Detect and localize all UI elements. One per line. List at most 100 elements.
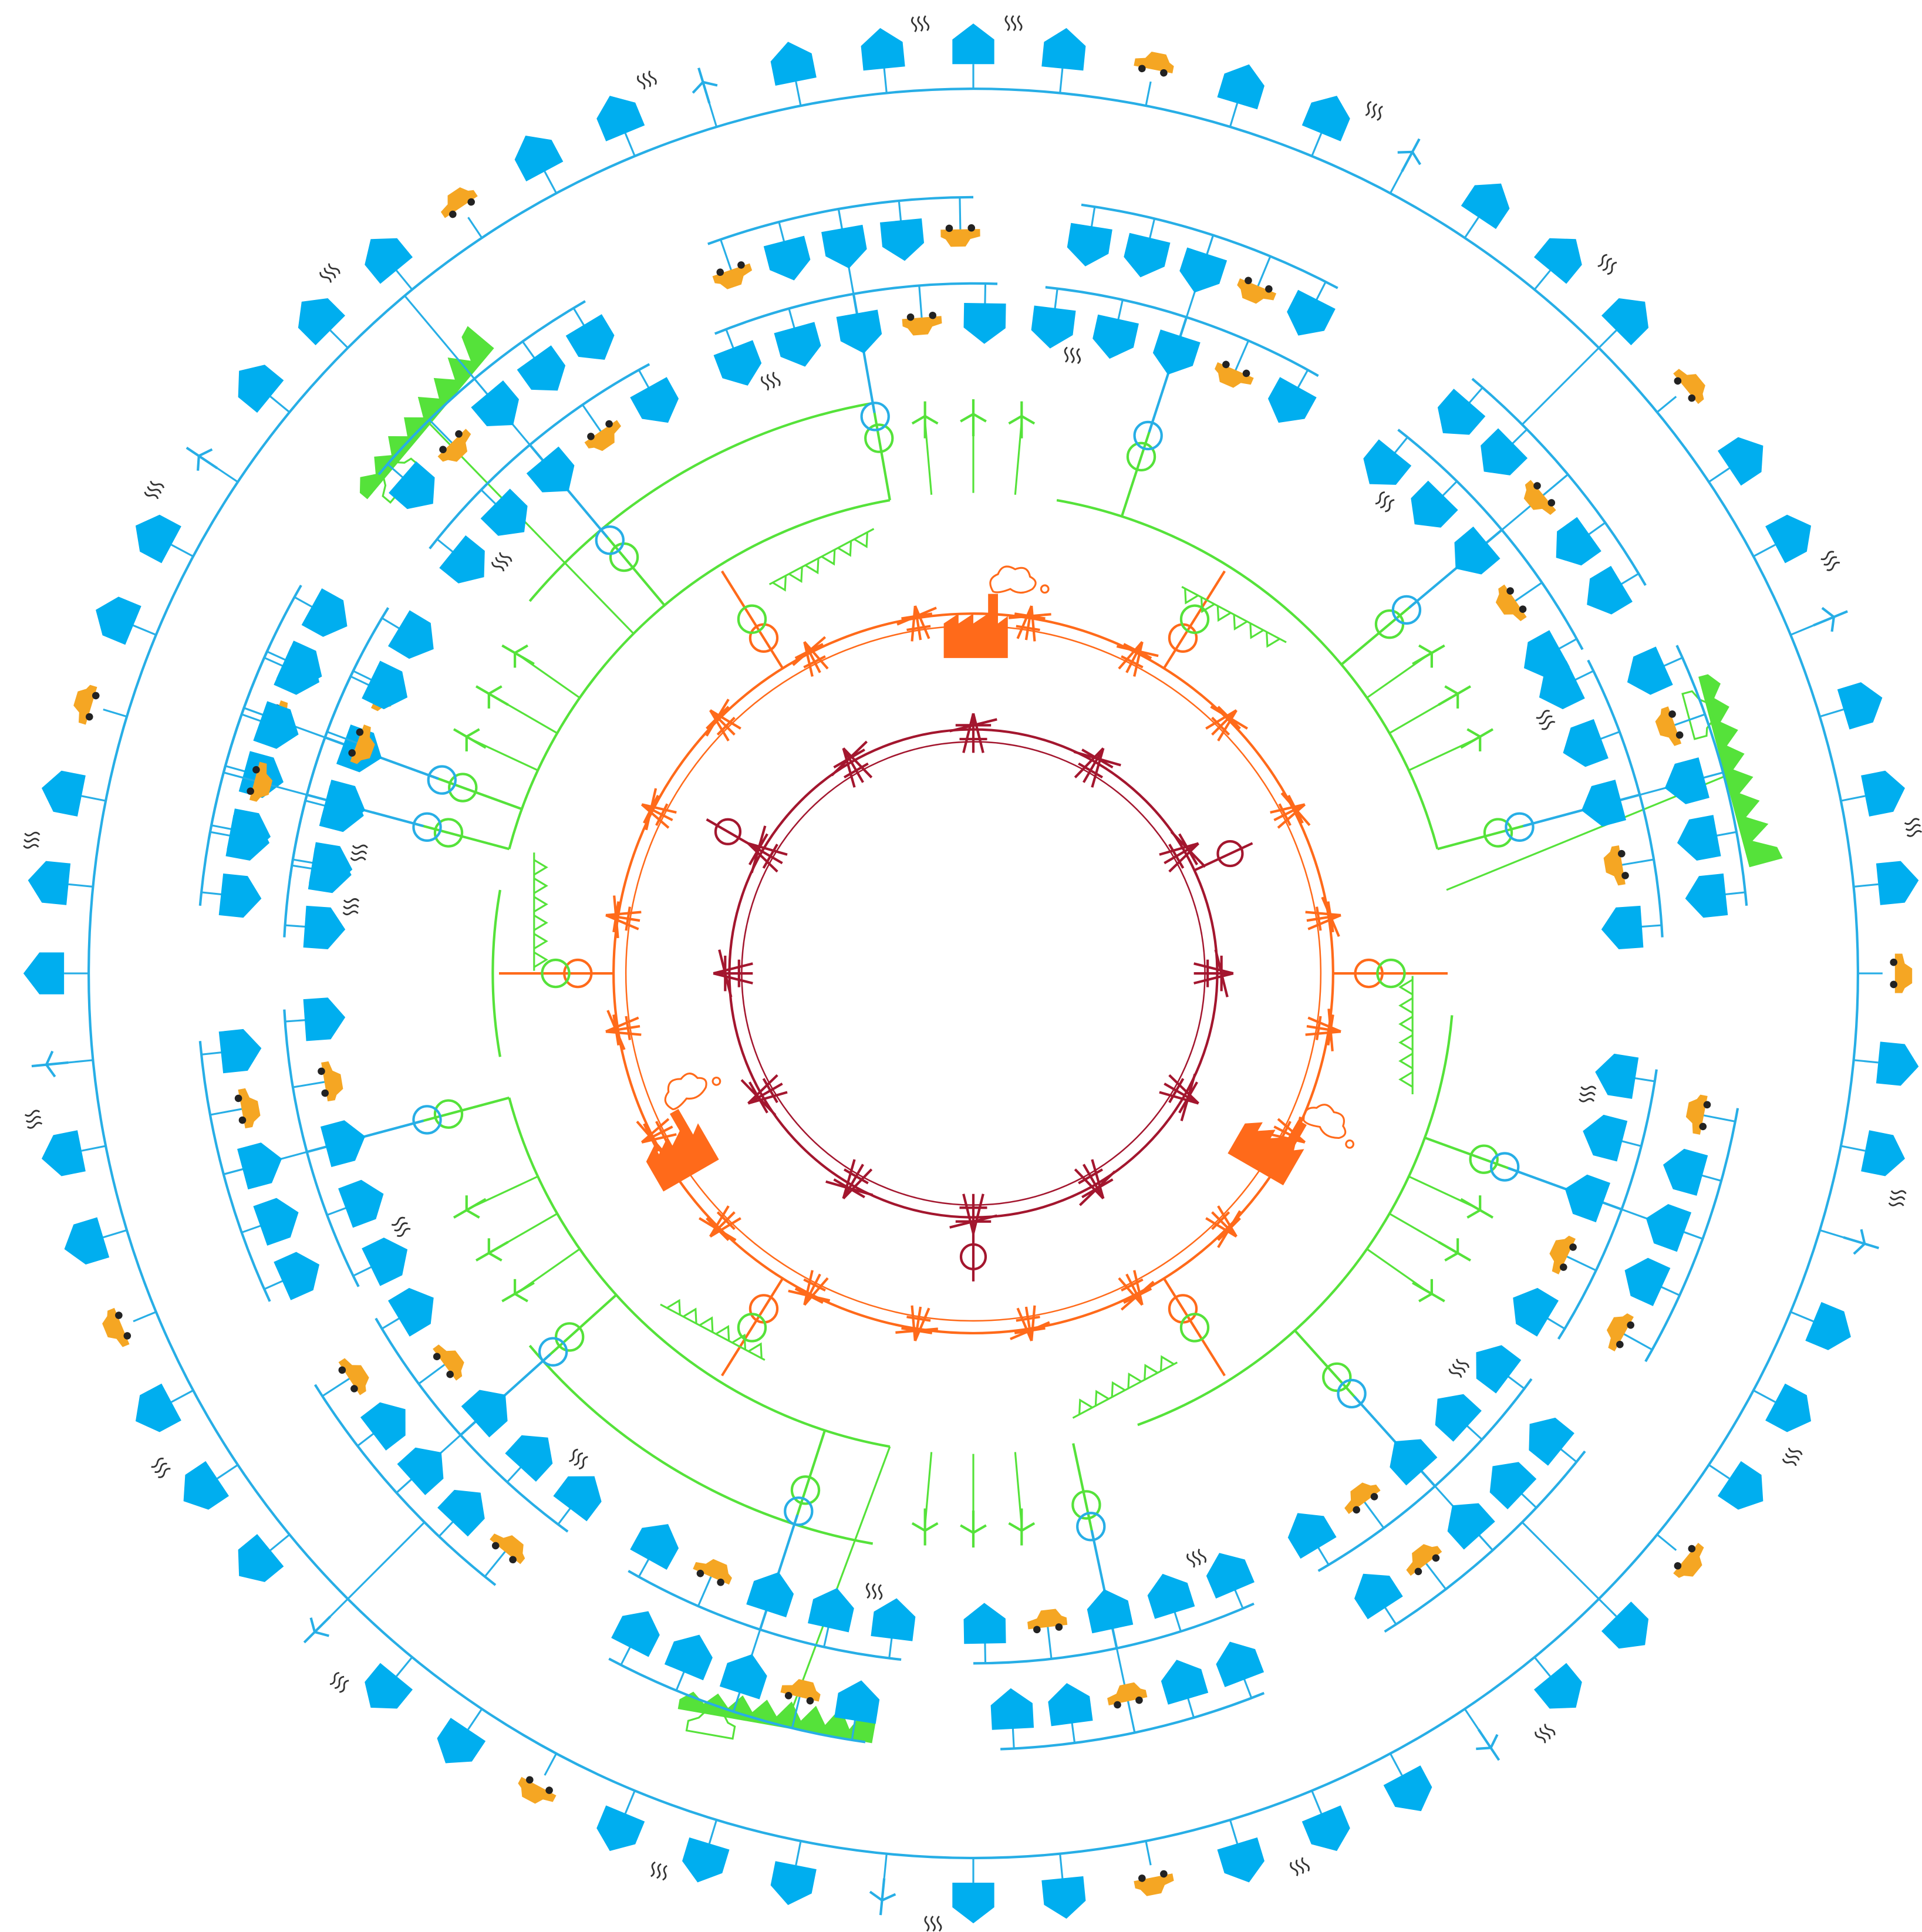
solar-cell <box>533 896 548 913</box>
house <box>1583 1114 1628 1162</box>
pylon-strut <box>713 962 753 975</box>
factory-smoke-puff <box>1345 1139 1355 1149</box>
pylon <box>792 636 829 677</box>
house <box>437 1718 486 1764</box>
solar-cell <box>666 1299 681 1315</box>
pylon-strut <box>705 699 730 737</box>
pylon-strut <box>709 1217 741 1238</box>
heat-wave <box>1290 1862 1299 1876</box>
pylon-strut <box>1273 803 1306 821</box>
pylon-strut <box>709 709 730 741</box>
house-stem <box>1059 1853 1064 1879</box>
house <box>713 340 762 386</box>
turbine-blade <box>1456 693 1459 709</box>
turbine-tower <box>881 1878 886 1901</box>
house-stem <box>1708 1464 1730 1479</box>
car-wheel <box>967 224 976 232</box>
turbine-blade <box>692 81 704 94</box>
turbine-blade <box>1479 1209 1494 1219</box>
car-body <box>350 724 375 764</box>
house <box>1837 682 1883 730</box>
lv-link <box>1521 1521 1600 1600</box>
car-wheel <box>455 430 463 438</box>
heat-wave <box>1017 15 1023 31</box>
turbine-blade <box>879 1900 884 1916</box>
house <box>135 1383 181 1432</box>
pylon <box>1159 1073 1199 1121</box>
house-stem <box>133 1311 157 1323</box>
solar-farm <box>1681 674 1783 868</box>
house <box>1354 1573 1403 1620</box>
electric-car <box>1549 1235 1577 1274</box>
car-wheel <box>1222 360 1230 369</box>
house <box>1601 1601 1649 1649</box>
house <box>1564 1174 1611 1223</box>
transformer-coil <box>427 765 457 795</box>
house-stem <box>429 419 456 447</box>
heat-wave <box>151 1458 164 1468</box>
heat-wave <box>1198 1549 1207 1563</box>
house <box>1301 1805 1350 1852</box>
wind-turbine <box>692 68 718 104</box>
turbine-tower <box>1477 1728 1492 1749</box>
mv-link <box>721 570 784 669</box>
pylon <box>740 1074 788 1116</box>
pylon-strut <box>972 1193 984 1234</box>
house-stem <box>1656 1533 1677 1551</box>
house <box>218 1029 262 1074</box>
car-wheel <box>1138 1874 1146 1882</box>
solar-farm <box>677 1691 878 1744</box>
pylon-strut <box>1193 962 1234 975</box>
car-wheel <box>350 1385 358 1392</box>
solar-cell <box>772 575 787 592</box>
heat-pump <box>144 480 165 500</box>
mv-link <box>1162 570 1226 669</box>
heat-wave <box>578 1456 588 1470</box>
house-stem <box>883 68 888 93</box>
house <box>1447 1503 1495 1550</box>
electric-car <box>1027 1609 1068 1634</box>
pylon-strut <box>896 606 937 626</box>
house-stem <box>1598 329 1617 349</box>
electric-car <box>102 1307 131 1347</box>
house <box>303 997 346 1041</box>
lv-feeder-outer <box>198 1041 271 1302</box>
heat-wave <box>1823 556 1837 566</box>
car-wheel <box>717 1579 724 1586</box>
electric-car <box>584 420 622 451</box>
distribution-feeder-green <box>491 889 501 1057</box>
heat-wave <box>491 562 505 572</box>
heat-pump <box>1535 1724 1556 1744</box>
pylon-strut <box>709 709 736 736</box>
heat-wave <box>1375 491 1385 505</box>
heat-wave <box>930 1916 936 1932</box>
heat-wave <box>924 1916 930 1932</box>
car-wheel <box>1135 1696 1143 1704</box>
heat-wave <box>350 857 366 861</box>
transformer-coil <box>538 1337 568 1367</box>
transformer-coil <box>737 604 767 634</box>
house <box>64 1217 110 1265</box>
pylon-strut <box>1315 1016 1322 1040</box>
pylon-strut <box>1327 1009 1334 1051</box>
house <box>1595 1053 1639 1099</box>
heat-pump <box>1375 491 1395 512</box>
pylon-strut <box>1010 1321 1050 1340</box>
heat-wave <box>329 1672 340 1685</box>
house-stem <box>1840 795 1866 802</box>
pylon-strut <box>747 1074 778 1105</box>
car-wheel <box>1699 1122 1707 1131</box>
house-stem <box>329 1598 349 1617</box>
house-stem <box>1126 1696 1136 1733</box>
pylon-strut <box>843 762 869 778</box>
heat-wave <box>1064 346 1069 363</box>
pylon-strut <box>762 844 778 869</box>
wind-turbine <box>1476 1728 1500 1761</box>
transformer-coil <box>554 1322 585 1352</box>
house <box>1461 183 1510 230</box>
house <box>1581 780 1627 827</box>
car-body <box>490 1533 525 1565</box>
pylon-strut <box>1164 842 1199 865</box>
pylon-strut <box>1306 913 1341 922</box>
pylon <box>1008 605 1051 642</box>
